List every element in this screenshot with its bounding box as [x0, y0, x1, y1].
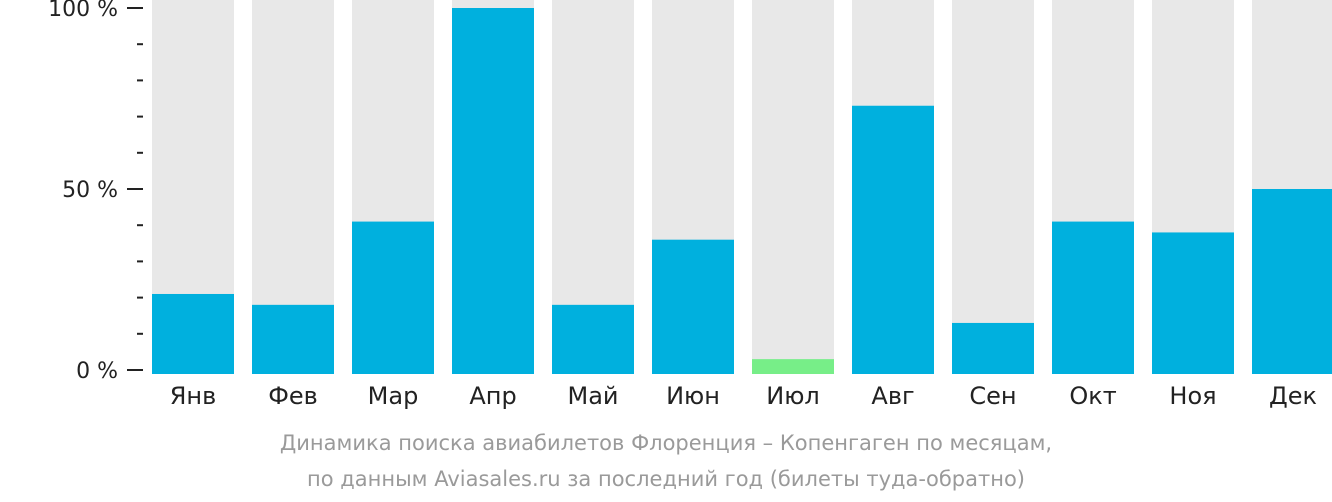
y-tick-label: 100 % [48, 0, 118, 22]
x-tick-label: Янв [170, 382, 217, 410]
y-tick-label: 0 % [76, 359, 118, 384]
x-tick-label: Дек [1269, 382, 1317, 410]
chart-caption-line-2: по данным Aviasales.ru за последний год … [307, 467, 1025, 491]
bar-6 [752, 359, 834, 374]
x-tick-label: Фев [268, 382, 318, 410]
bar-5 [652, 239, 734, 374]
bar-9 [1052, 221, 1134, 374]
bar-3 [452, 8, 534, 374]
bar-11 [1252, 189, 1332, 374]
chart-caption-line-1: Динамика поиска авиабилетов Флоренция – … [279, 431, 1053, 455]
bar-background [952, 0, 1034, 374]
x-tick-label: Мар [368, 382, 419, 410]
x-axis-labels: Янв Фев Мар Апр Май Июн Июл Авг Сен Окт Ноя Дек [170, 382, 1317, 410]
bar-7 [852, 105, 934, 375]
y-tick-label: 50 % [62, 178, 118, 203]
bar-8 [952, 322, 1034, 374]
bar-4 [552, 304, 634, 374]
x-tick-label: Ноя [1169, 382, 1216, 410]
x-tick-label: Май [567, 382, 618, 410]
y-axis: 0 % 50 % 100 % [48, 0, 143, 384]
bars [152, 0, 1332, 375]
bar-10 [1152, 232, 1234, 374]
bar-0 [152, 293, 234, 374]
x-tick-label: Июл [766, 382, 820, 410]
x-tick-label: Авг [871, 382, 914, 410]
x-tick-label: Апр [469, 382, 516, 410]
x-tick-label: Окт [1069, 382, 1116, 410]
x-tick-label: Сен [969, 382, 1016, 410]
x-tick-label: Июн [666, 382, 720, 410]
bar-1 [252, 304, 334, 374]
bar-background [752, 0, 834, 374]
bar-2 [352, 221, 434, 374]
